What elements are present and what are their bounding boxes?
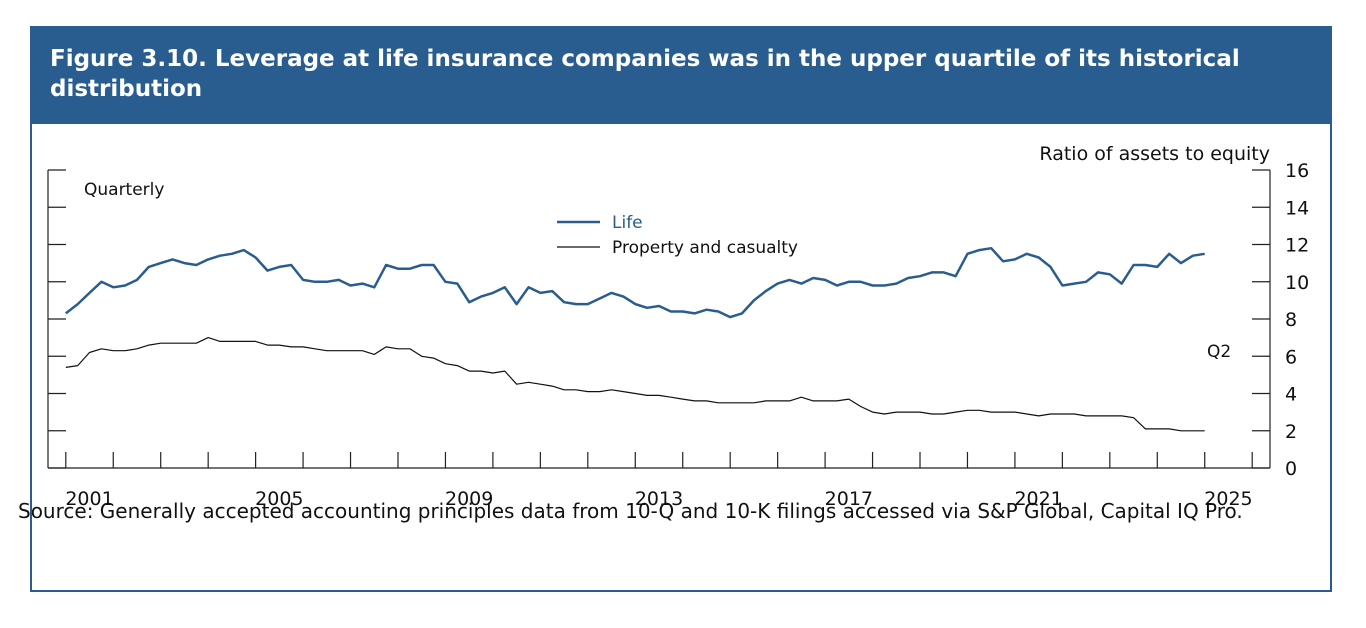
end-annotation-q2: Q2: [1207, 342, 1231, 362]
y-tick-label: 10: [1285, 272, 1309, 294]
legend: Life Property and casualty: [557, 213, 798, 258]
figure-frame: Figure 3.10. Leverage at life insurance …: [30, 26, 1332, 592]
y-tick-label: 12: [1285, 235, 1309, 257]
legend-life-label: Life: [612, 213, 643, 233]
x-tick-label: 2017: [825, 488, 873, 510]
y-tick-label: 6: [1285, 346, 1297, 368]
series-layer: [65, 246, 1205, 432]
x-tick-label: 2013: [635, 488, 683, 510]
life-series-line: [65, 246, 1205, 319]
x-tick-label: 2021: [1014, 488, 1062, 510]
axes-layer: 0 2 4 6 8 10 12 14 16 2001 2005 2009 2013 2017 2021 202…: [47, 160, 1309, 510]
x-tick-label: 2005: [255, 488, 303, 510]
y-tick-label: 4: [1285, 384, 1297, 406]
figure-title: Figure 3.10. Leverage at life insurance …: [50, 46, 1240, 102]
frequency-label: Quarterly: [84, 180, 164, 200]
legend-property-label: Property and casualty: [612, 238, 798, 258]
y-tick-label: 2: [1285, 421, 1297, 443]
title-bar: Figure 3.10. Leverage at life insurance …: [32, 28, 1330, 124]
source-note: Source: Generally accepted accounting pr…: [18, 499, 1243, 523]
property-casualty-series-line: [65, 337, 1205, 432]
y-axis-title: Ratio of assets to equity: [1039, 143, 1270, 165]
x-tick-label: 2025: [1204, 488, 1252, 510]
y-tick-label: 14: [1285, 197, 1309, 219]
y-tick-label: 8: [1285, 309, 1297, 331]
y-tick-label: 0: [1285, 458, 1297, 480]
x-tick-label: 2001: [65, 488, 113, 510]
x-tick-label: 2009: [445, 488, 493, 510]
y-tick-label: 16: [1285, 160, 1309, 182]
